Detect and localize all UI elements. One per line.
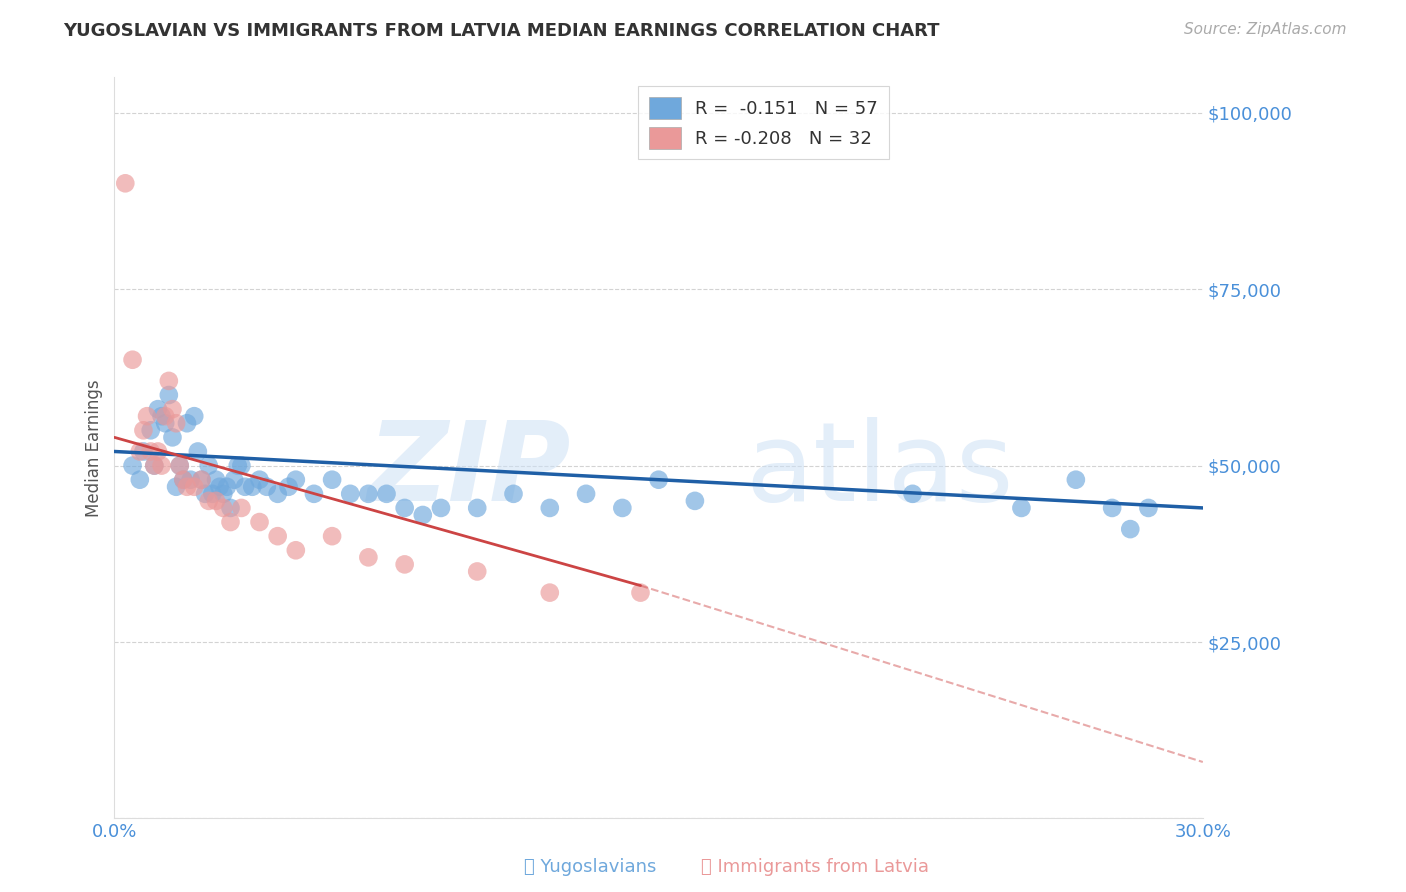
Text: ⬛ Yugoslavians: ⬛ Yugoslavians	[524, 858, 657, 876]
Point	[150, 458, 173, 473]
Point	[128, 444, 150, 458]
Point	[121, 352, 143, 367]
Point	[187, 444, 209, 458]
Point	[683, 494, 706, 508]
Point	[165, 480, 187, 494]
Point	[205, 473, 228, 487]
Text: ZIP: ZIP	[368, 417, 572, 524]
Point	[194, 487, 217, 501]
Point	[219, 515, 242, 529]
Point	[394, 500, 416, 515]
Point	[183, 409, 205, 424]
Point	[146, 402, 169, 417]
Point	[157, 388, 180, 402]
Point	[190, 473, 212, 487]
Point	[430, 500, 453, 515]
Point	[114, 176, 136, 190]
Point	[208, 480, 231, 494]
Point	[256, 480, 278, 494]
Point	[139, 423, 162, 437]
Point	[240, 480, 263, 494]
Point	[231, 500, 253, 515]
Point	[266, 487, 288, 501]
Point	[465, 565, 488, 579]
Point	[1137, 500, 1160, 515]
Point	[357, 550, 380, 565]
Point	[233, 480, 256, 494]
Point	[219, 500, 242, 515]
Point	[575, 487, 598, 501]
Point	[212, 500, 235, 515]
Point	[146, 444, 169, 458]
Point	[302, 487, 325, 501]
Point	[339, 487, 361, 501]
Point	[277, 480, 299, 494]
Text: atlas: atlas	[745, 417, 1014, 524]
Point	[647, 473, 669, 487]
Point	[412, 508, 434, 522]
Point	[612, 500, 634, 515]
Point	[465, 500, 488, 515]
Point	[375, 487, 398, 501]
Point	[136, 409, 159, 424]
Point	[212, 487, 235, 501]
Point	[1064, 473, 1087, 487]
Point	[1010, 500, 1032, 515]
Point	[143, 458, 166, 473]
Point	[139, 444, 162, 458]
Point	[132, 423, 155, 437]
Point	[165, 416, 187, 430]
Point	[153, 409, 176, 424]
Point	[180, 473, 202, 487]
Point	[284, 543, 307, 558]
Point	[538, 585, 561, 599]
Y-axis label: Median Earnings: Median Earnings	[86, 379, 103, 516]
Point	[394, 558, 416, 572]
Point	[169, 458, 191, 473]
Point	[150, 409, 173, 424]
Point	[321, 529, 343, 543]
Point	[172, 473, 194, 487]
Point	[205, 494, 228, 508]
Point	[226, 458, 249, 473]
Point	[169, 458, 191, 473]
Point	[143, 458, 166, 473]
Point	[630, 585, 652, 599]
Point	[224, 473, 246, 487]
Point	[538, 500, 561, 515]
Point	[249, 473, 271, 487]
Point	[1119, 522, 1142, 536]
Point	[162, 402, 184, 417]
Point	[901, 487, 924, 501]
Point	[215, 480, 238, 494]
Point	[284, 473, 307, 487]
Point	[153, 416, 176, 430]
Point	[157, 374, 180, 388]
Point	[121, 458, 143, 473]
Point	[502, 487, 524, 501]
Point	[321, 473, 343, 487]
Point	[176, 416, 198, 430]
Point	[266, 529, 288, 543]
Point	[197, 494, 219, 508]
Point	[162, 430, 184, 444]
Legend: R =  -0.151   N = 57, R = -0.208   N = 32: R = -0.151 N = 57, R = -0.208 N = 32	[638, 87, 889, 160]
Point	[183, 480, 205, 494]
Point	[128, 473, 150, 487]
Point	[249, 515, 271, 529]
Point	[357, 487, 380, 501]
Text: YUGOSLAVIAN VS IMMIGRANTS FROM LATVIA MEDIAN EARNINGS CORRELATION CHART: YUGOSLAVIAN VS IMMIGRANTS FROM LATVIA ME…	[63, 22, 939, 40]
Point	[1101, 500, 1123, 515]
Point	[132, 444, 155, 458]
Point	[197, 458, 219, 473]
Text: ⬛ Immigrants from Latvia: ⬛ Immigrants from Latvia	[702, 858, 929, 876]
Point	[201, 487, 224, 501]
Point	[190, 473, 212, 487]
Point	[231, 458, 253, 473]
Point	[172, 473, 194, 487]
Point	[176, 480, 198, 494]
Text: Source: ZipAtlas.com: Source: ZipAtlas.com	[1184, 22, 1347, 37]
